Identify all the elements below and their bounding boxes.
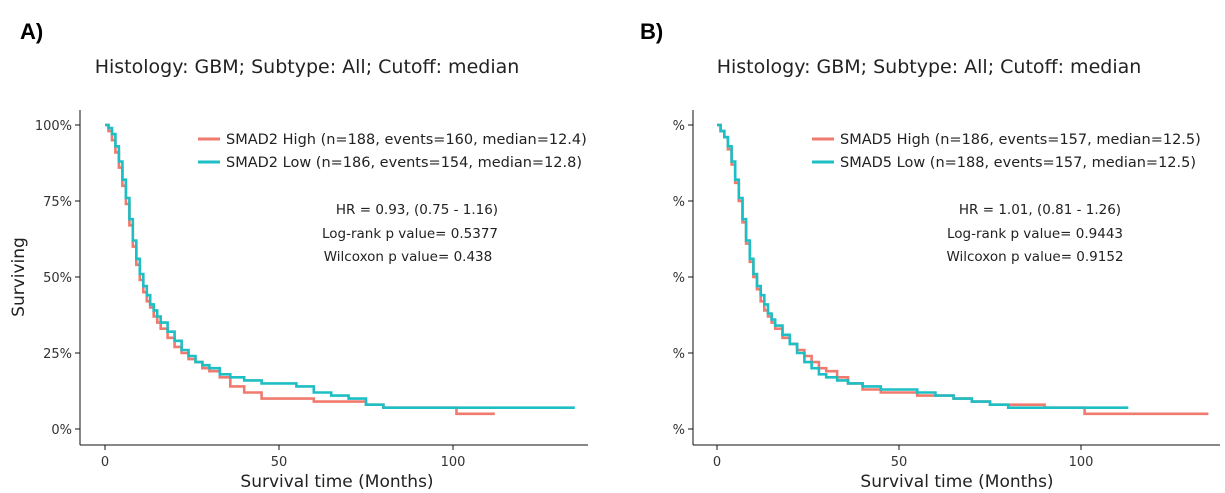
panel-a-x-axis-title: Survival time (Months) bbox=[240, 472, 433, 492]
panel-b-ytick-label: % bbox=[673, 423, 685, 438]
panel-b-ytick-label: % bbox=[673, 119, 685, 134]
panel-b-ytick-label: % bbox=[673, 347, 685, 362]
panel-b-ytick-label: % bbox=[673, 271, 685, 286]
panel-b-low-curve bbox=[717, 123, 1129, 409]
panel-a-y-axis-title: Surviving bbox=[9, 237, 29, 317]
panel-a-xtick-label: 50 bbox=[271, 455, 288, 470]
panel-a-logrank-text: Log-rank p value= 0.5377 bbox=[322, 226, 498, 242]
panel-a-legend-high: SMAD2 High (n=188, events=160, median=12… bbox=[226, 132, 587, 148]
panel-a-ytick-label: 50% bbox=[43, 271, 72, 286]
panel-a-ytick-label: 0% bbox=[51, 423, 72, 438]
panel-b-hr-text: HR = 1.01, (0.81 - 1.26) bbox=[959, 202, 1121, 218]
panel-a-ytick-label: 25% bbox=[43, 347, 72, 362]
panel-a-low-curve bbox=[105, 123, 575, 409]
panel-b-label: B) bbox=[640, 19, 663, 44]
panel-a-hr-text: HR = 0.93, (0.75 - 1.16) bbox=[336, 202, 498, 218]
panel-a-wilcoxon-text: Wilcoxon p value= 0.438 bbox=[324, 249, 493, 265]
panel-b-logrank-text: Log-rank p value= 0.9443 bbox=[947, 226, 1123, 242]
panel-b-legend-low: SMAD5 Low (n=188, events=157, median=12.… bbox=[840, 155, 1196, 171]
panel-b-xtick-label: 100 bbox=[1069, 455, 1094, 470]
panel-b-legend-high: SMAD5 High (n=186, events=157, median=12… bbox=[840, 132, 1201, 148]
panel-a-curves bbox=[105, 123, 575, 416]
panel-a-ytick-label: 100% bbox=[35, 119, 72, 134]
panel-b-xtick-label: 0 bbox=[713, 455, 721, 470]
panel-a-label: A) bbox=[20, 19, 43, 44]
panel-b-title: Histology: GBM; Subtype: All; Cutoff: me… bbox=[717, 56, 1142, 78]
panel-a-xtick-label: 100 bbox=[441, 455, 466, 470]
panel-a-xtick-label: 0 bbox=[101, 455, 109, 470]
panel-b-curves bbox=[717, 123, 1209, 416]
panel-b-wilcoxon-text: Wilcoxon p value= 0.9152 bbox=[946, 249, 1123, 265]
panel-b-xtick-label: 50 bbox=[891, 455, 908, 470]
panel-a-title: Histology: GBM; Subtype: All; Cutoff: me… bbox=[95, 56, 520, 78]
panel-b-x-axis-title: Survival time (Months) bbox=[860, 472, 1053, 492]
panel-a-ytick-label: 75% bbox=[43, 195, 72, 210]
panel-b-ytick-label: % bbox=[673, 195, 685, 210]
panel-a: A) Histology: GBM; Subtype: All; Cutoff:… bbox=[9, 19, 588, 492]
panel-b: B) Histology: GBM; Subtype: All; Cutoff:… bbox=[640, 19, 1220, 492]
panel-a-legend-low: SMAD2 Low (n=186, events=154, median=12.… bbox=[226, 155, 582, 171]
